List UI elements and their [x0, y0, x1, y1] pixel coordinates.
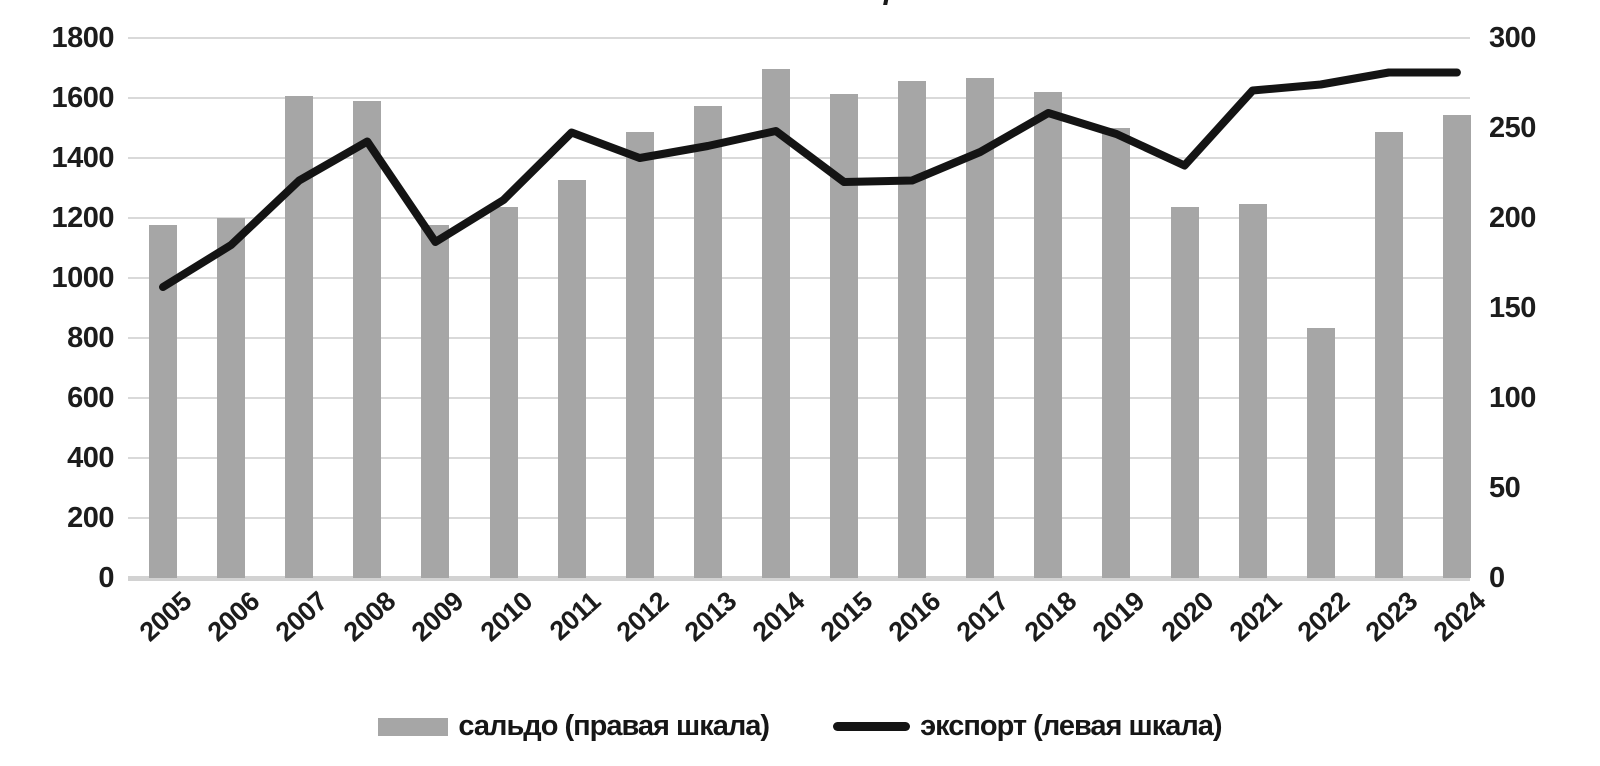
left-axis-tick-label: 1000 [51, 262, 114, 294]
right-axis-tick-label: 250 [1489, 112, 1536, 144]
left-axis-tick-label: 200 [67, 502, 114, 534]
right-axis-tick-label: 300 [1489, 22, 1536, 54]
bar-2022 [1306, 327, 1335, 578]
x-axis-baseline [128, 576, 1470, 581]
legend-item-export: экспорт (левая шкала) [833, 710, 1223, 743]
bar-2018 [1034, 92, 1063, 578]
gridline [128, 517, 1470, 519]
chart-title-clipped: млн долларов [726, 0, 939, 7]
bar-2015 [830, 93, 858, 578]
saldo-swatch-icon [378, 717, 449, 736]
gridline [128, 217, 1470, 219]
left-axis-tick-label: 0 [98, 562, 114, 594]
left-axis-tick-label: 1600 [51, 82, 114, 114]
export-swatch-icon [833, 722, 911, 731]
legend-label-export: экспорт (левая шкала) [920, 710, 1222, 742]
bar-2023 [1374, 131, 1403, 578]
right-axis-tick-label: 200 [1489, 202, 1536, 234]
gridline [128, 277, 1470, 279]
gridline [128, 157, 1470, 159]
right-axis-tick-label: 100 [1489, 382, 1536, 414]
left-axis-tick-label: 1800 [51, 22, 114, 54]
bar-2016 [898, 81, 927, 578]
left-axis-tick-label: 800 [67, 322, 114, 354]
bar-2005 [149, 225, 177, 578]
left-axis-tick-label: 400 [67, 442, 114, 474]
right-axis-tick-label: 150 [1489, 292, 1536, 324]
bar-2020 [1170, 207, 1199, 578]
legend-item-saldo: сальдо (правая шкала) [378, 710, 770, 743]
bar-2008 [353, 101, 382, 578]
bar-2009 [421, 225, 450, 578]
legend-label-saldo: сальдо (правая шкала) [458, 710, 770, 742]
bar-2017 [966, 77, 995, 578]
gridline [128, 457, 1470, 459]
right-axis-tick-label: 0 [1489, 562, 1505, 594]
gridline [128, 97, 1470, 99]
legend: сальдо (правая шкала) экспорт (левая шка… [0, 710, 1600, 743]
bar-2019 [1102, 128, 1131, 578]
bar-2011 [557, 180, 586, 578]
bar-2021 [1238, 203, 1267, 578]
bar-2007 [285, 95, 314, 578]
gridline [128, 397, 1470, 399]
bar-2006 [217, 218, 246, 578]
gridline [128, 37, 1470, 39]
left-axis-tick-label: 1200 [51, 202, 114, 234]
gridline [128, 337, 1470, 339]
bar-2014 [761, 68, 790, 578]
bar-2013 [693, 106, 722, 578]
left-axis-tick-label: 600 [67, 382, 114, 414]
left-axis-tick-label: 1400 [51, 142, 114, 174]
bar-2024 [1442, 115, 1471, 578]
bar-2010 [489, 207, 518, 578]
bar-2012 [625, 131, 654, 578]
right-axis-tick-label: 50 [1489, 472, 1521, 504]
